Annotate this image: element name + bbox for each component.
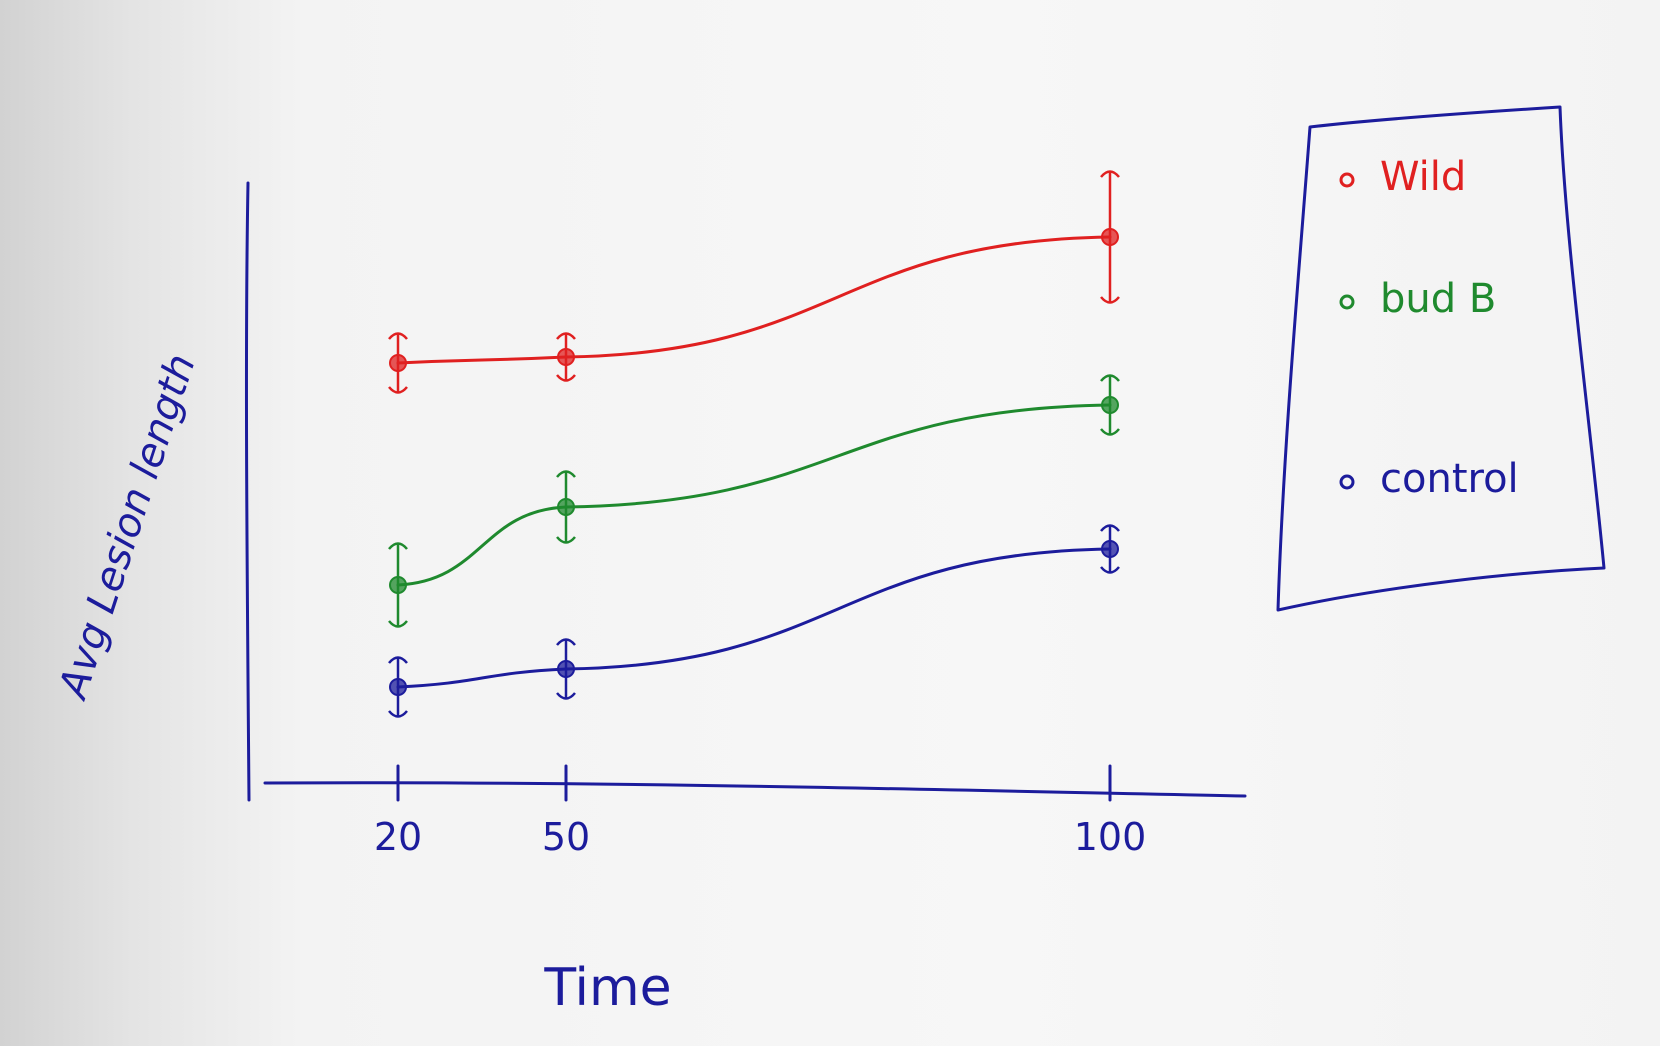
- legend-entry: Wild: [1339, 154, 1466, 200]
- error-cap-top: [556, 470, 576, 478]
- x-tick-label: 100: [1074, 815, 1147, 859]
- error-cap-bottom: [556, 692, 576, 700]
- error-cap-top: [1100, 524, 1120, 532]
- series-line: [396, 547, 1112, 689]
- legend-entry: bud B: [1339, 276, 1496, 322]
- y-axis-label: Avg Lesion length: [50, 349, 205, 707]
- error-cap-top: [556, 638, 576, 646]
- error-cap-bottom: [388, 386, 408, 394]
- series-bud-b: [388, 374, 1120, 628]
- data-point: [389, 678, 407, 696]
- legend-label: Wild: [1380, 154, 1466, 200]
- error-cap-top: [388, 656, 408, 664]
- error-cap-bottom: [1100, 296, 1120, 304]
- data-point: [1101, 228, 1119, 246]
- x-tick-label: 50: [542, 815, 590, 859]
- error-cap-top: [388, 542, 408, 550]
- series-control: [388, 524, 1120, 718]
- legend-marker: [1339, 294, 1355, 310]
- series-line: [396, 235, 1112, 365]
- error-cap-bottom: [388, 710, 408, 718]
- x-axis-label: Time: [543, 958, 671, 1018]
- error-cap-bottom: [556, 536, 576, 544]
- data-point: [1101, 396, 1119, 414]
- series-layer: [388, 170, 1120, 718]
- error-cap-top: [1100, 374, 1120, 382]
- error-cap-bottom: [556, 374, 576, 382]
- series-line: [396, 403, 1112, 587]
- error-cap-top: [556, 332, 576, 340]
- legend: Wild bud B control: [1276, 105, 1606, 612]
- legend-entry: control: [1339, 456, 1519, 502]
- data-point: [389, 576, 407, 594]
- x-tick-label: 20: [374, 815, 422, 859]
- error-cap-top: [388, 332, 408, 340]
- legend-marker: [1339, 474, 1355, 490]
- legend-label: bud B: [1380, 276, 1496, 322]
- data-point: [557, 498, 575, 516]
- x-ticks: 20 50 100: [374, 764, 1147, 859]
- x-axis: [263, 781, 1247, 798]
- series-wild: [388, 170, 1120, 394]
- error-cap-top: [1100, 170, 1120, 178]
- error-cap-bottom: [1100, 428, 1120, 436]
- legend-box: [1276, 105, 1606, 612]
- data-point: [389, 354, 407, 372]
- legend-items: Wild bud B control: [1339, 154, 1519, 502]
- data-point: [1101, 540, 1119, 558]
- y-axis: [244, 181, 251, 802]
- data-point: [557, 660, 575, 678]
- data-point: [557, 348, 575, 366]
- error-cap-bottom: [388, 620, 408, 628]
- legend-label: control: [1380, 456, 1519, 502]
- error-cap-bottom: [1100, 566, 1120, 574]
- legend-marker: [1339, 172, 1355, 188]
